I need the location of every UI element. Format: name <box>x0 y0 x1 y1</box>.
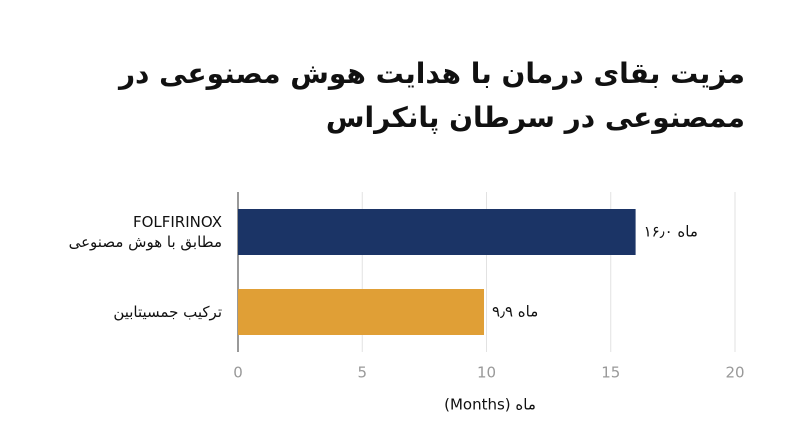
y-tick-label: FOLFIRINOX مطابق با هوش مصنوعی <box>68 213 222 251</box>
bar <box>238 209 636 255</box>
value-label: ۹٫۹ ماه <box>492 303 538 321</box>
value-label: ۱۶٫۰ ماه <box>644 223 698 241</box>
y-tick-label: ترکیب جمسیتابین <box>113 303 222 321</box>
x-tick-label: 5 <box>357 364 367 382</box>
bar <box>238 289 485 335</box>
x-tick-label: 10 <box>477 364 496 382</box>
x-tick-label: 15 <box>601 364 620 382</box>
x-tick-label: 0 <box>233 364 243 382</box>
x-axis-label: ماه (Months) <box>444 396 536 414</box>
chart-title: مزیت بقای درمان با هدایت هوش مصنوعی در م… <box>118 57 745 134</box>
x-tick-label: 20 <box>725 364 744 382</box>
